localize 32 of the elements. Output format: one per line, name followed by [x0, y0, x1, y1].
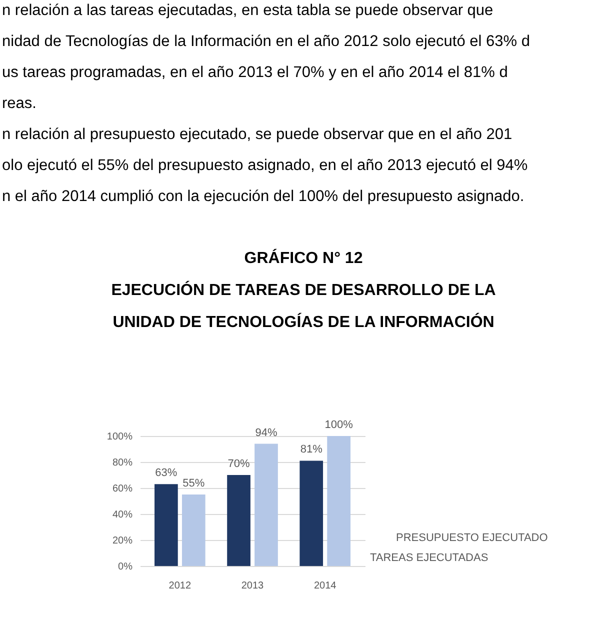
- text: PRESUPUESTO EJECUTADO: [396, 532, 548, 544]
- data-label: 94%: [255, 426, 278, 439]
- data-label: 70%: [228, 458, 250, 470]
- bar: [327, 436, 350, 566]
- y-tick-label: 20%: [112, 536, 133, 546]
- text: n relación a las tareas ejecutadas, en esta tabla se puede observar que: [2, 2, 494, 19]
- y-tick-label: 60%: [112, 484, 133, 494]
- text: olo ejecutó el 55% del presupuesto asignado, en el año 2013 ejecutó el 94%: [2, 157, 528, 174]
- y-tick-label: 0%: [118, 562, 133, 572]
- data-label: 100%: [324, 419, 354, 431]
- y-tick-label: 40%: [112, 510, 133, 520]
- x-tick-label: 2012: [168, 580, 192, 592]
- y-tick-label: 100%: [106, 432, 133, 442]
- chart-title: GRÁFICO N° 12: [244, 248, 363, 267]
- text: n el año 2014 cumplió con la ejecución del 100% del presupuesto asignado.: [2, 188, 524, 205]
- text: us tareas programadas, en el año 2013 el 70% y en el año 2014 el 81% d: [2, 64, 508, 81]
- x-tick-label: 2014: [314, 580, 337, 592]
- bar: [154, 484, 178, 566]
- bar: [300, 460, 324, 566]
- x-tick-label: 2013: [241, 580, 264, 592]
- bar: [227, 475, 250, 566]
- text: nidad de Tecnologías de la Información en el año 2012 solo ejecutó el 63% d: [2, 33, 530, 50]
- text: TAREAS EJECUTADAS: [370, 552, 488, 564]
- bar: [254, 444, 278, 566]
- data-label: 55%: [182, 478, 205, 490]
- bar: [182, 494, 206, 566]
- data-label: 81%: [300, 444, 323, 456]
- y-tick-label: 80%: [112, 458, 133, 468]
- chart-subtitle: EJECUCIÓN DE TAREAS DE DESARROLLO DE LA UNIDAD DE TECNOLOGÍAS DE LA INFORMACIÓN: [111, 280, 496, 331]
- data-label: 63%: [155, 467, 178, 480]
- text: reas.: [2, 95, 36, 112]
- text: n relación al presupuesto ejecutado, se puede observar que en el año 201: [2, 126, 512, 143]
